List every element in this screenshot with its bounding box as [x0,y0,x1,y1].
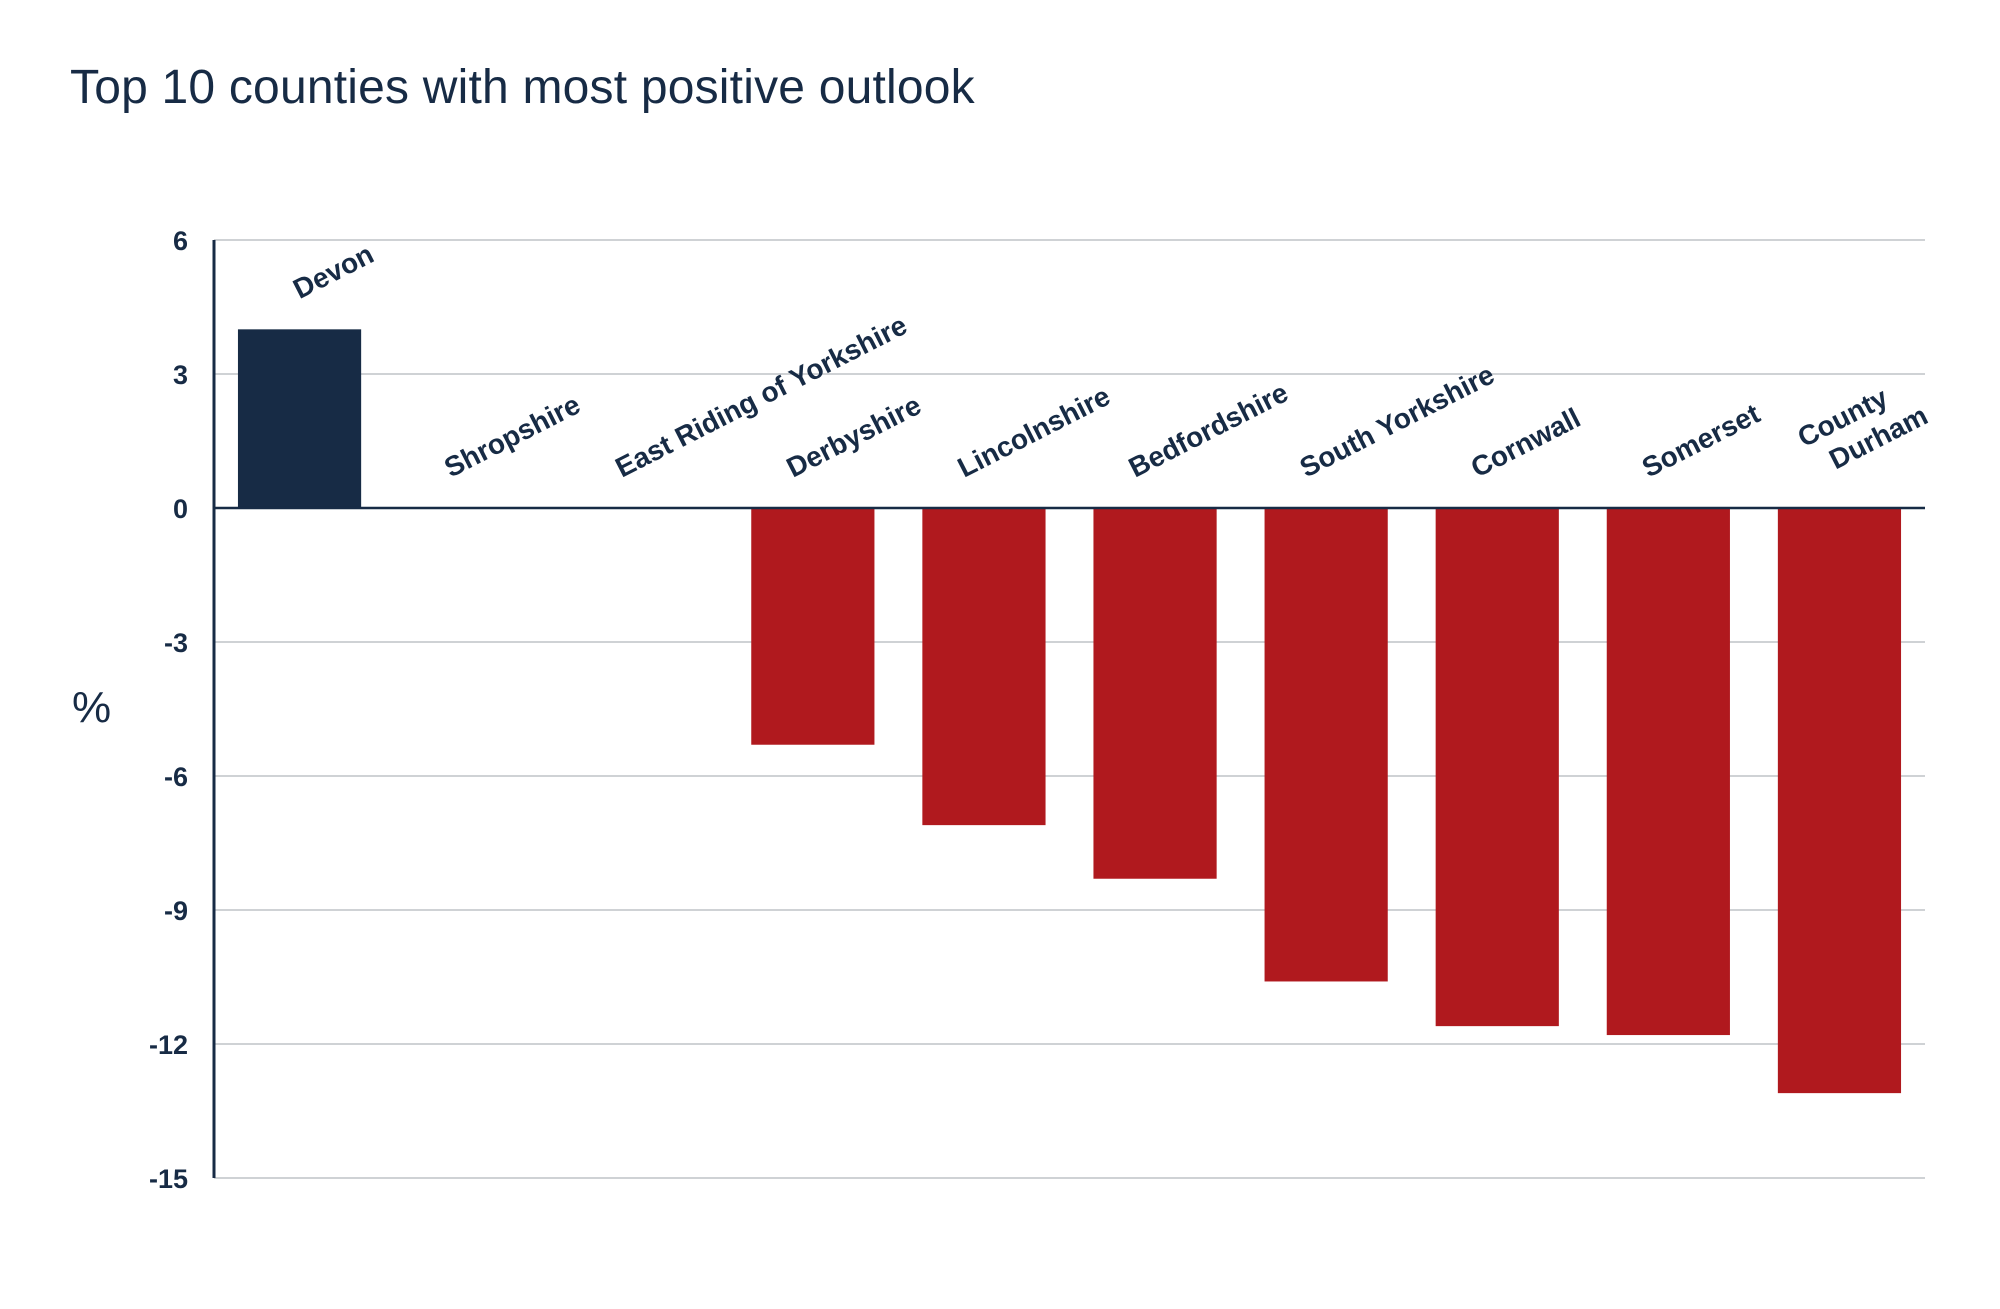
bar [1264,508,1388,982]
category-label-text: Devon [288,238,378,304]
category-label-text: Shropshire [439,389,585,484]
bar [1606,508,1730,1036]
chart-title: Top 10 counties with most positive outlo… [70,61,975,114]
y-tick-label: 0 [173,494,188,524]
category-label-text: East Riding of Yorkshire [610,309,912,483]
gridlines [214,239,1925,1179]
bar [1093,508,1217,879]
category-label-text: Cornwall [1466,402,1585,483]
category-label-text: Derbyshire [782,389,926,483]
category-label: South Yorkshire [1295,359,1499,484]
category-label-text: Lincolnshire [953,380,1115,483]
category-label-text: Bedfordshire [1124,377,1293,484]
y-tick-labels: 6 3 0 -3 -6 -9 -12 -15 [149,226,188,1194]
y-tick-label: -12 [149,1030,188,1060]
axes [212,240,1925,1178]
category-label: Cornwall [1466,402,1585,483]
category-label: Bedfordshire [1124,377,1293,484]
bars [237,329,1902,1094]
y-tick-label: 6 [173,226,188,256]
category-label: Derbyshire [782,389,926,483]
y-tick-label: 3 [173,360,188,390]
category-label: Shropshire [439,389,585,484]
bar [1435,508,1559,1027]
y-tick-label: -3 [164,628,188,658]
y-tick-label: -9 [164,896,188,926]
y-tick-label: -6 [164,762,188,792]
y-tick-label: -15 [149,1164,188,1194]
bar [237,329,362,508]
bar [751,508,875,745]
category-label: Devon [288,238,378,304]
bar [922,508,1046,826]
bar [1777,508,1902,1094]
category-labels: Devon Shropshire East Riding of YorkshireD… [288,238,1932,483]
category-label: Lincolnshire [953,380,1115,483]
y-axis-label: % [72,683,111,732]
category-label-text: South Yorkshire [1295,359,1499,484]
category-label: Somerset [1637,398,1765,484]
category-label: East Riding of Yorkshire [610,309,912,483]
category-label-text: Somerset [1637,398,1765,484]
